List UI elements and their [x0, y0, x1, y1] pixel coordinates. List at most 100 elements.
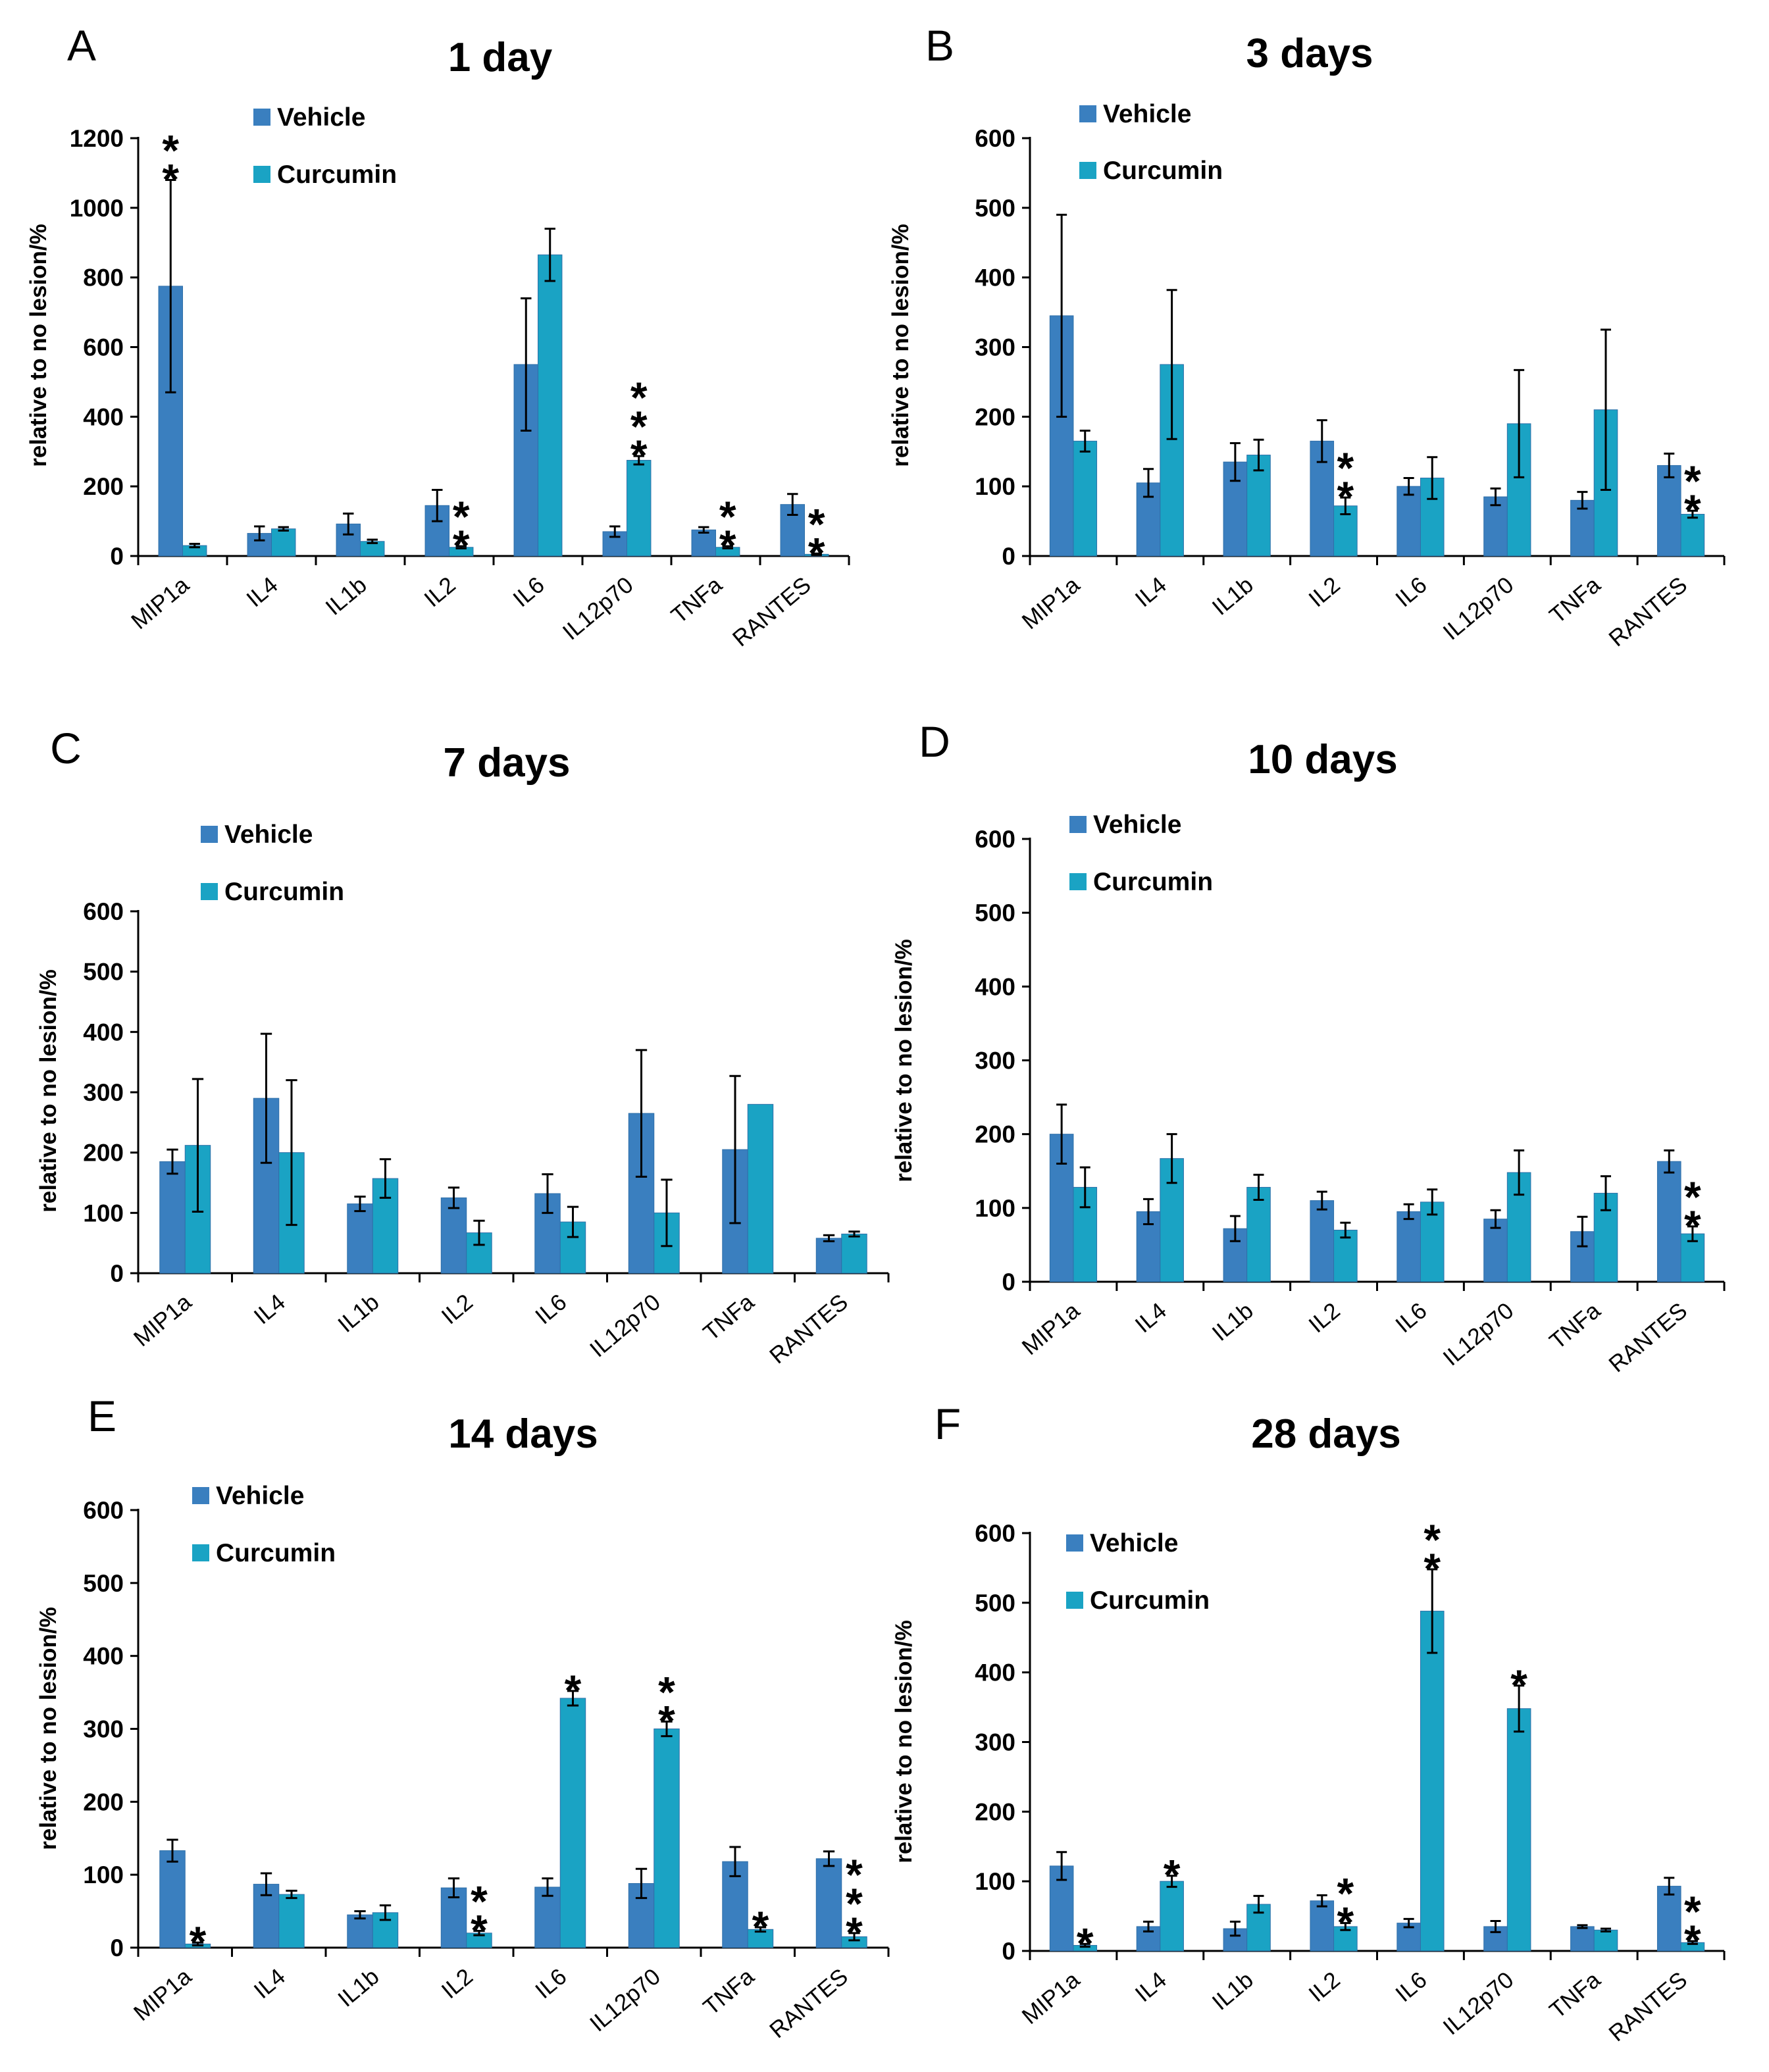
bar-curcumin — [538, 254, 563, 557]
y-tick-label: 400 — [83, 1019, 124, 1046]
legend-swatch-curcumin — [1066, 1592, 1083, 1609]
significance-star: * — [1684, 1887, 1701, 1936]
significance-star: * — [719, 492, 736, 541]
y-tick-label: 500 — [975, 899, 1015, 926]
x-tick-label: TNFa — [1545, 1967, 1606, 2023]
bar-curcumin — [654, 1729, 680, 1948]
significance-star: * — [471, 1877, 488, 1926]
bar-curcumin — [841, 1233, 867, 1274]
significance-star: * — [1164, 1851, 1181, 1900]
panel-title: 3 days — [1246, 31, 1373, 76]
significance-star: * — [1423, 1515, 1441, 1564]
legend-swatch-vehicle — [192, 1487, 209, 1504]
x-tick-label: IL12p70 — [585, 1963, 665, 2036]
y-tick-label: 100 — [975, 1868, 1015, 1895]
x-tick-label: IL12p70 — [558, 572, 638, 645]
x-tick-label: RANTES — [765, 1289, 853, 1369]
y-tick-label: 1000 — [70, 195, 124, 222]
x-tick-label: IL2 — [437, 1963, 478, 2004]
legend-swatch-vehicle — [1079, 105, 1096, 122]
y-tick-label: 100 — [975, 1195, 1015, 1222]
legend-label-curcumin: Curcumin — [224, 878, 344, 906]
significance-star: * — [1684, 457, 1701, 505]
bar-curcumin — [1506, 1708, 1531, 1952]
x-tick-label: IL6 — [508, 572, 549, 612]
x-tick-label: IL12p70 — [1438, 1298, 1518, 1371]
x-tick-label: IL4 — [249, 1289, 290, 1329]
significance-star: * — [1684, 1201, 1701, 1250]
bar-vehicle — [815, 1858, 842, 1948]
y-tick-label: 600 — [83, 898, 124, 925]
significance-star: * — [1337, 1898, 1354, 1947]
x-tick-label: TNFa — [698, 1963, 759, 2020]
y-tick-label: 400 — [83, 1643, 124, 1670]
significance-star: * — [1337, 1869, 1354, 1918]
legend-swatch-vehicle — [253, 109, 270, 126]
panel-letter: E — [88, 1392, 116, 1440]
significance-star: * — [190, 1917, 207, 1966]
y-tick-label: 600 — [83, 1497, 124, 1524]
x-tick-label: IL12p70 — [1438, 1967, 1518, 2040]
x-tick-label: IL4 — [249, 1963, 290, 2004]
x-tick-label: IL4 — [1131, 572, 1171, 612]
x-tick-label: IL6 — [530, 1289, 571, 1329]
x-tick-label: IL12p70 — [1438, 572, 1518, 645]
x-tick-label: IL1b — [1208, 1967, 1258, 2015]
x-tick-label: TNFa — [698, 1289, 759, 1346]
significance-star: * — [658, 1696, 675, 1745]
x-tick-label: IL6 — [1391, 1298, 1431, 1338]
significance-star: * — [565, 1666, 582, 1715]
panel-title: 14 days — [448, 1411, 598, 1457]
y-tick-label: 0 — [110, 543, 124, 570]
y-axis-label: relative to no lesion/% — [36, 969, 61, 1213]
legend-swatch-curcumin — [1069, 873, 1087, 890]
y-tick-label: 200 — [83, 1140, 124, 1167]
x-tick-label: IL2 — [419, 572, 460, 612]
y-tick-label: 0 — [110, 1260, 124, 1287]
y-tick-label: 0 — [1002, 1938, 1015, 1965]
x-tick-label: IL2 — [1304, 572, 1345, 612]
significance-star: * — [658, 1667, 675, 1716]
x-tick-label: RANTES — [765, 1963, 853, 2043]
bar-curcumin — [559, 1698, 586, 1948]
legend-label-vehicle: Vehicle — [277, 103, 365, 132]
bar-curcumin — [1246, 1904, 1271, 1952]
y-tick-label: 800 — [83, 265, 124, 291]
y-tick-label: 600 — [975, 1520, 1015, 1547]
y-axis-label: relative to no lesion/% — [891, 939, 917, 1182]
panel-letter: C — [50, 724, 82, 772]
panel-title: 7 days — [443, 740, 570, 786]
x-tick-label: IL6 — [1391, 572, 1431, 612]
significance-star: * — [453, 521, 470, 570]
panel-letter: D — [919, 717, 950, 766]
y-tick-label: 500 — [975, 1590, 1015, 1617]
panel-letter: F — [935, 1400, 961, 1448]
bar-vehicle — [1570, 1926, 1595, 1952]
y-tick-label: 600 — [975, 826, 1015, 853]
bar-vehicle — [1656, 1161, 1681, 1282]
x-tick-label: IL1b — [320, 572, 371, 620]
panel-letter: B — [925, 21, 954, 70]
y-tick-label: 1200 — [70, 125, 124, 152]
legend-label-vehicle: Vehicle — [1103, 100, 1191, 128]
bar-vehicle — [1656, 465, 1681, 557]
significance-star: * — [719, 521, 736, 570]
y-tick-label: 500 — [83, 1570, 124, 1597]
significance-star: * — [453, 492, 470, 541]
legend-label-vehicle: Vehicle — [224, 821, 313, 849]
significance-star: * — [808, 499, 825, 548]
significance-star: * — [1684, 1916, 1701, 1965]
bar-curcumin — [1593, 1929, 1618, 1952]
bar-vehicle — [1310, 1900, 1335, 1952]
legend-label-vehicle: Vehicle — [216, 1482, 304, 1510]
significance-star: * — [630, 402, 648, 451]
y-tick-label: 0 — [110, 1934, 124, 1961]
legend-label-curcumin: Curcumin — [1090, 1586, 1210, 1615]
x-tick-label: IL1b — [333, 1289, 384, 1338]
y-tick-label: 400 — [975, 265, 1015, 291]
legend-swatch-curcumin — [192, 1544, 209, 1561]
x-tick-label: MIP1a — [129, 1289, 197, 1352]
y-tick-label: 400 — [975, 973, 1015, 1000]
x-tick-label: IL2 — [1304, 1967, 1345, 2007]
bar-vehicle — [1656, 1886, 1681, 1952]
